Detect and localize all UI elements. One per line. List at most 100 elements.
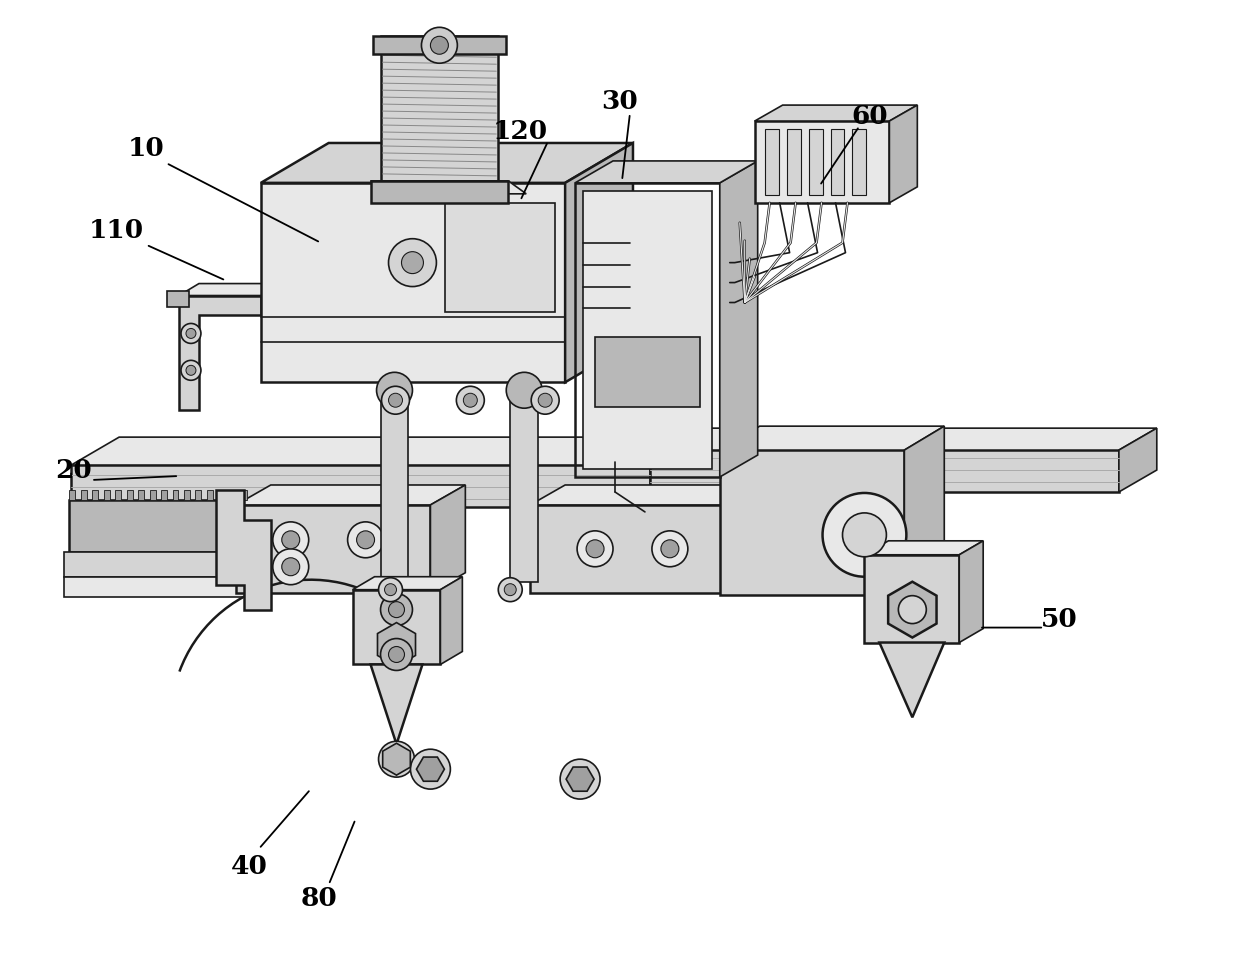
- Polygon shape: [888, 582, 936, 638]
- Circle shape: [587, 540, 604, 558]
- Polygon shape: [440, 576, 463, 665]
- Polygon shape: [808, 129, 822, 195]
- Polygon shape: [242, 490, 247, 500]
- Text: 50: 50: [1040, 607, 1078, 632]
- Bar: [167, 291, 188, 307]
- Polygon shape: [765, 129, 779, 195]
- Polygon shape: [115, 490, 122, 500]
- Polygon shape: [71, 437, 698, 465]
- Polygon shape: [730, 485, 765, 593]
- Polygon shape: [371, 665, 423, 744]
- Circle shape: [273, 549, 309, 585]
- Polygon shape: [236, 485, 465, 505]
- Polygon shape: [371, 181, 508, 202]
- Polygon shape: [371, 181, 526, 194]
- Polygon shape: [1118, 428, 1157, 492]
- Polygon shape: [372, 36, 506, 55]
- Polygon shape: [755, 105, 918, 121]
- Circle shape: [384, 584, 397, 596]
- Polygon shape: [786, 129, 801, 195]
- Polygon shape: [377, 622, 415, 667]
- Polygon shape: [352, 590, 440, 665]
- Circle shape: [560, 760, 600, 799]
- Circle shape: [388, 239, 436, 287]
- Circle shape: [281, 531, 300, 549]
- Circle shape: [410, 749, 450, 789]
- Text: 40: 40: [231, 854, 268, 879]
- Polygon shape: [236, 505, 430, 593]
- Circle shape: [273, 522, 309, 558]
- Polygon shape: [565, 143, 632, 383]
- Circle shape: [422, 27, 458, 63]
- Polygon shape: [567, 767, 594, 791]
- Polygon shape: [445, 202, 556, 313]
- Circle shape: [402, 251, 423, 273]
- Circle shape: [464, 393, 477, 408]
- Polygon shape: [138, 490, 144, 500]
- Circle shape: [822, 493, 906, 576]
- Polygon shape: [218, 490, 224, 500]
- Circle shape: [181, 361, 201, 381]
- Polygon shape: [531, 505, 730, 593]
- Text: 80: 80: [300, 886, 337, 911]
- Circle shape: [381, 639, 413, 670]
- Polygon shape: [864, 554, 960, 643]
- Circle shape: [281, 558, 300, 575]
- Polygon shape: [417, 757, 444, 782]
- Polygon shape: [864, 541, 983, 554]
- Polygon shape: [831, 129, 844, 195]
- Polygon shape: [179, 295, 260, 410]
- Polygon shape: [216, 490, 270, 610]
- Polygon shape: [92, 490, 98, 500]
- Circle shape: [577, 531, 613, 567]
- Polygon shape: [179, 284, 280, 295]
- Polygon shape: [184, 490, 190, 500]
- Circle shape: [378, 577, 403, 601]
- Polygon shape: [172, 490, 179, 500]
- Circle shape: [382, 386, 409, 414]
- Polygon shape: [575, 161, 758, 183]
- Polygon shape: [260, 183, 565, 383]
- Circle shape: [531, 386, 559, 414]
- Text: 120: 120: [492, 119, 548, 144]
- Circle shape: [430, 36, 449, 55]
- Polygon shape: [260, 143, 632, 183]
- Circle shape: [456, 386, 485, 414]
- Circle shape: [388, 393, 403, 408]
- Polygon shape: [595, 338, 699, 408]
- Text: 60: 60: [851, 104, 888, 129]
- Polygon shape: [755, 121, 889, 202]
- Polygon shape: [69, 500, 254, 551]
- Text: 30: 30: [601, 88, 639, 113]
- Polygon shape: [254, 487, 275, 551]
- Polygon shape: [104, 490, 109, 500]
- Text: 20: 20: [55, 457, 92, 482]
- Circle shape: [842, 513, 887, 557]
- Polygon shape: [719, 161, 758, 477]
- Polygon shape: [531, 485, 765, 505]
- Polygon shape: [352, 576, 463, 590]
- Polygon shape: [650, 428, 1157, 450]
- Circle shape: [377, 372, 413, 409]
- Circle shape: [181, 323, 201, 343]
- Circle shape: [381, 594, 413, 625]
- Circle shape: [898, 596, 926, 623]
- Text: 110: 110: [88, 219, 144, 244]
- Circle shape: [388, 601, 404, 618]
- Polygon shape: [904, 426, 945, 595]
- Circle shape: [357, 531, 374, 549]
- Bar: [381, 36, 498, 181]
- Circle shape: [347, 522, 383, 558]
- Circle shape: [652, 531, 688, 567]
- Circle shape: [186, 365, 196, 375]
- Polygon shape: [510, 383, 538, 582]
- Polygon shape: [719, 426, 945, 450]
- Polygon shape: [207, 490, 213, 500]
- Polygon shape: [719, 450, 904, 595]
- Circle shape: [388, 646, 404, 663]
- Polygon shape: [879, 643, 945, 717]
- Polygon shape: [430, 485, 465, 593]
- Polygon shape: [126, 490, 133, 500]
- Circle shape: [661, 540, 678, 558]
- Polygon shape: [852, 129, 867, 195]
